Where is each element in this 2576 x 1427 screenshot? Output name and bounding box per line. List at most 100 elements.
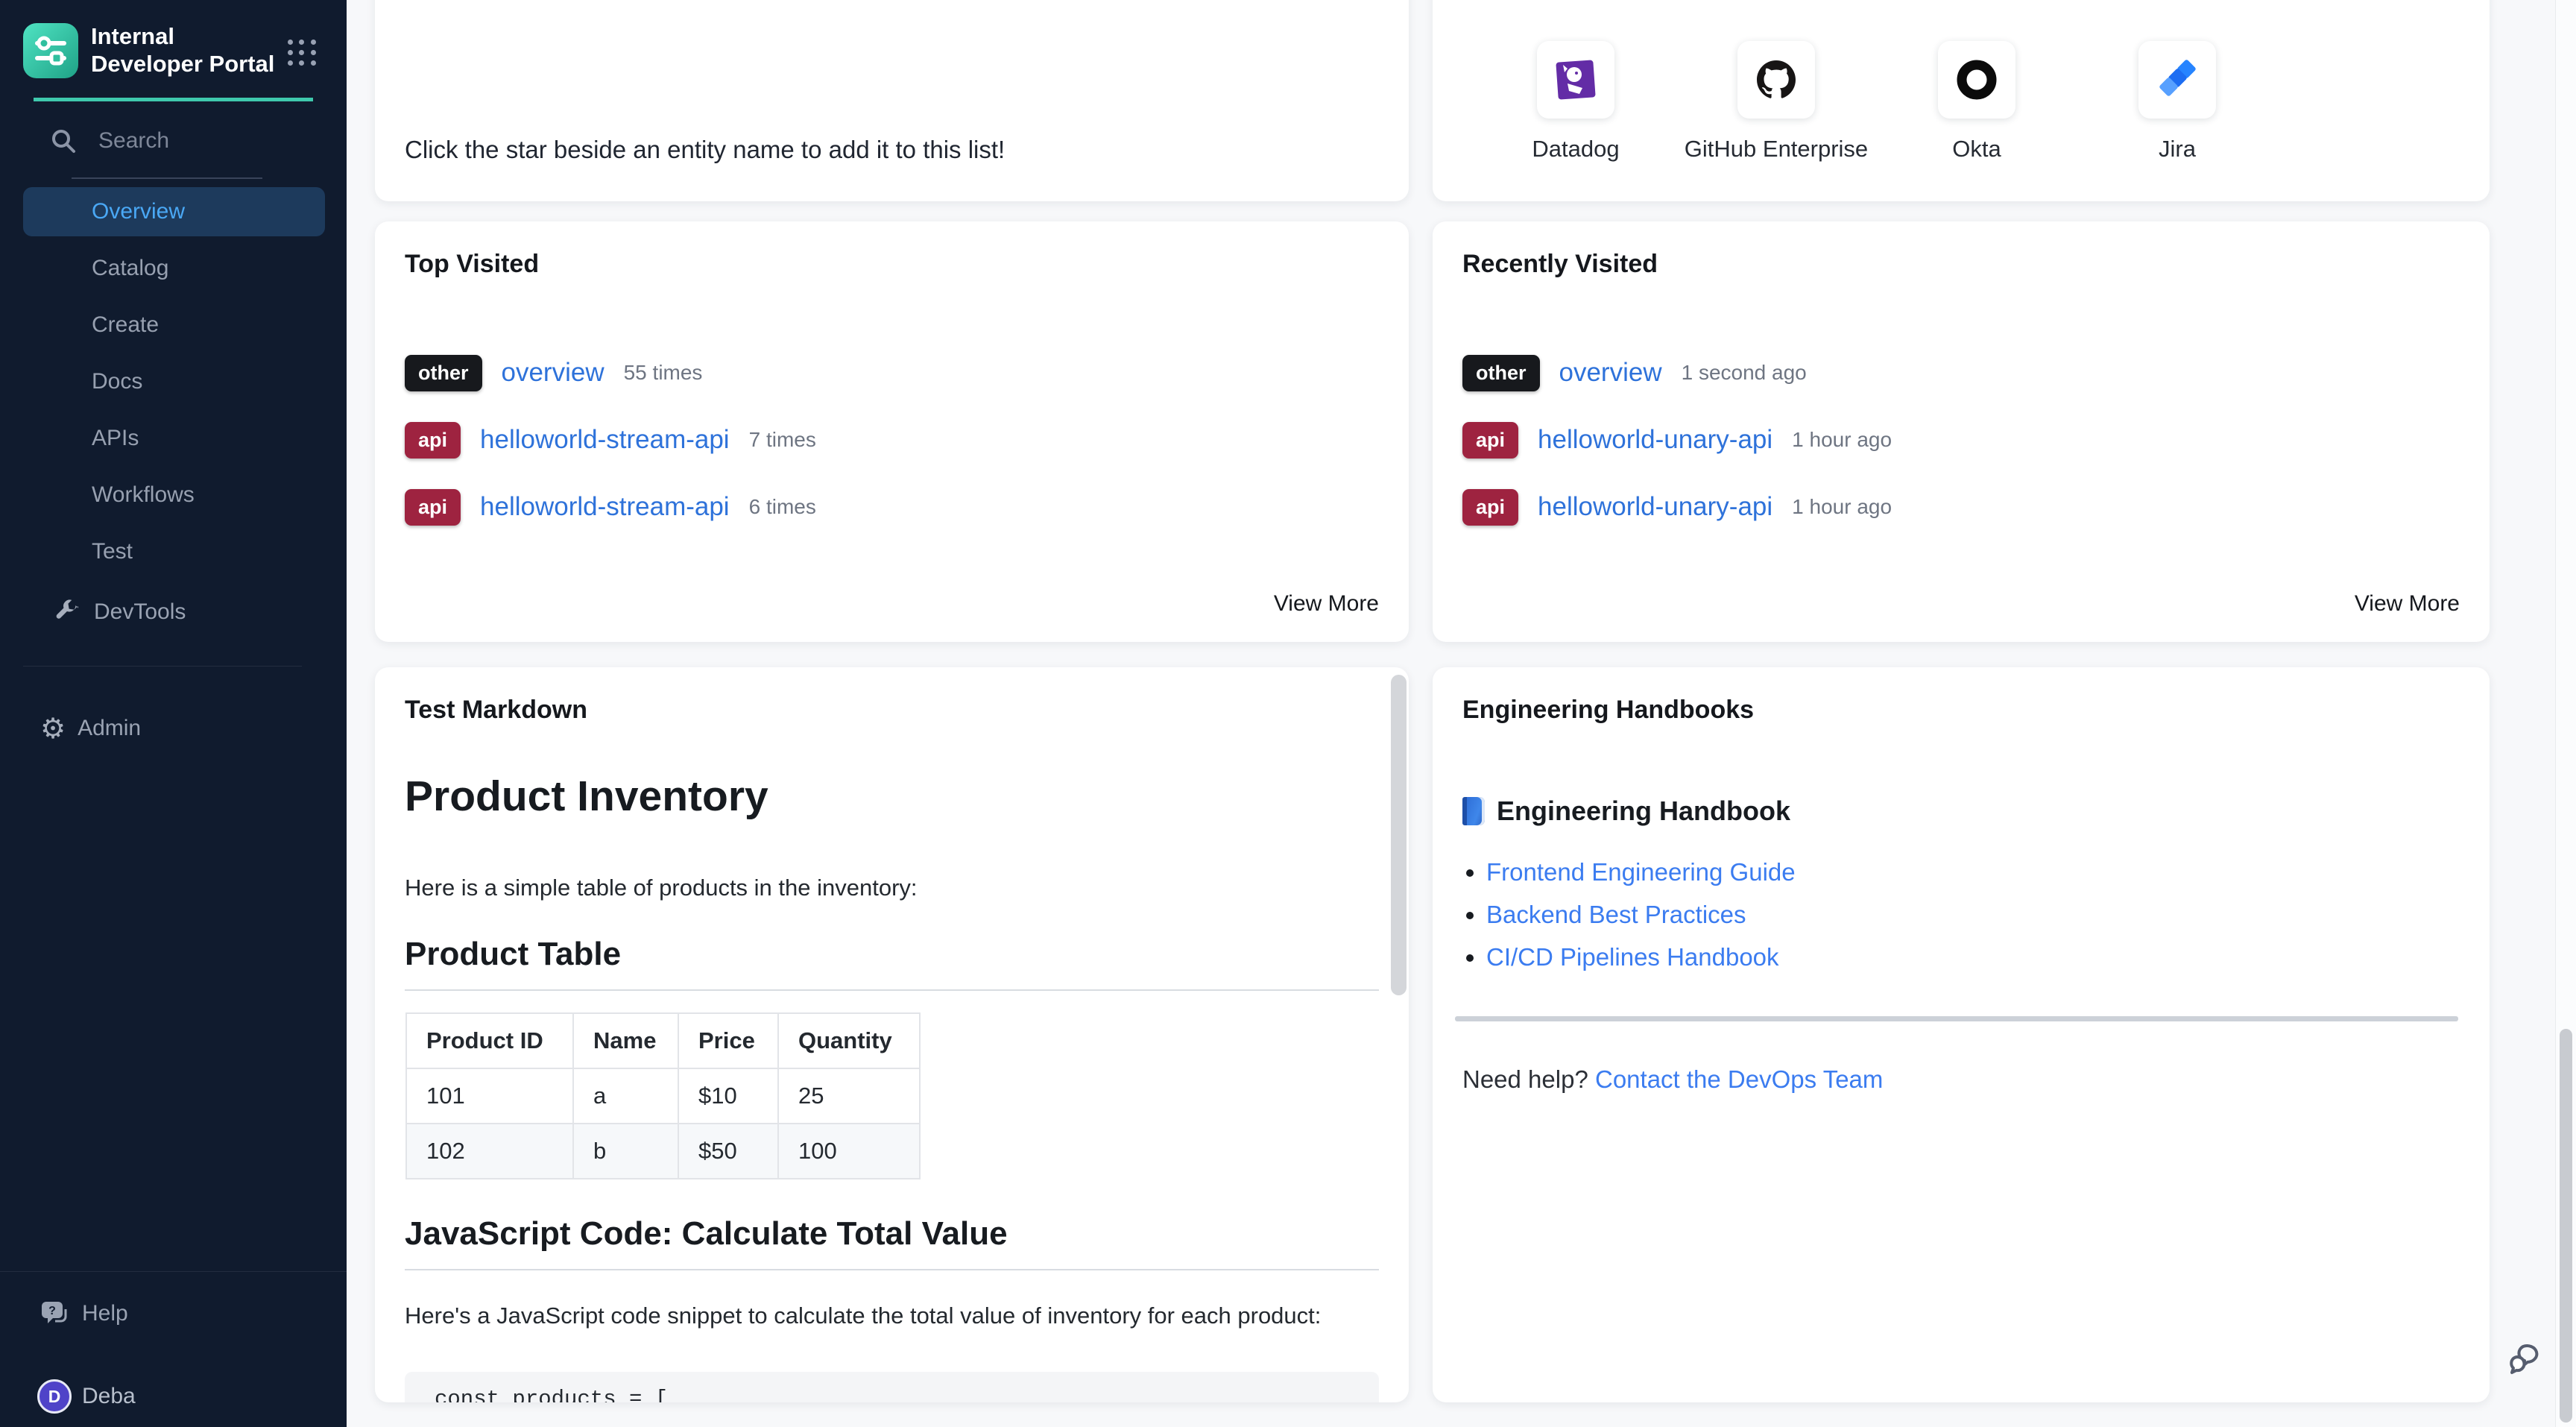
table-cell: 101: [405, 1068, 574, 1124]
list-item: Backend Best Practices: [1486, 902, 1796, 927]
table-header: Price: [678, 1012, 779, 1069]
kind-badge: other: [1462, 354, 1540, 391]
entity-link[interactable]: helloworld-unary-api: [1538, 425, 1773, 454]
handbook-link-list: Frontend Engineering Guide Backend Best …: [1486, 860, 1796, 987]
table-cell: $50: [678, 1123, 779, 1179]
integration-tile-jira[interactable]: [2138, 41, 2216, 119]
entity-link[interactable]: helloworld-unary-api: [1538, 492, 1773, 521]
entity-link[interactable]: overview: [501, 358, 604, 387]
code-snippet: const products = [: [435, 1387, 669, 1402]
visit-count: 55 times: [623, 361, 703, 384]
engineering-handbooks-card: Engineering Handbooks Engineering Handbo…: [1433, 667, 2490, 1402]
recently-visited-card: Recently Visited other overview 1 second…: [1433, 221, 2490, 642]
sidebar-item-label: Help: [82, 1301, 128, 1326]
sidebar-item-apis[interactable]: APIs: [92, 426, 139, 450]
handbook-link-backend[interactable]: Backend Best Practices: [1486, 901, 1746, 928]
markdown-paragraph: Here's a JavaScript code snippet to calc…: [405, 1302, 1322, 1329]
sidebar-item-catalog[interactable]: Catalog: [92, 256, 169, 280]
apps-grid-icon[interactable]: [288, 40, 318, 66]
user-name: Deba: [82, 1384, 136, 1408]
sidebar: Internal Developer Portal Search Overvie…: [0, 0, 347, 1427]
sidebar-item-label: Admin: [78, 716, 142, 740]
integration-label: Jira: [2159, 136, 2196, 162]
visit-time: 1 second ago: [1681, 361, 1807, 384]
table-header: Quantity: [777, 1012, 921, 1069]
sidebar-user[interactable]: D Deba: [37, 1372, 136, 1421]
search-input[interactable]: Search: [98, 128, 170, 153]
handbook-section-heading: Engineering Handbook: [1462, 796, 1790, 827]
search-underline: [72, 177, 262, 179]
code-block: const products = [: [405, 1372, 1379, 1402]
card-title: Engineering Handbooks: [1462, 696, 1755, 724]
table-header: Name: [572, 1012, 679, 1069]
sidebar-item-test[interactable]: Test: [92, 539, 133, 564]
integration-tile-github[interactable]: [1737, 41, 1815, 119]
list-item: CI/CD Pipelines Handbook: [1486, 945, 1796, 969]
sidebar-item-workflows[interactable]: Workflows: [92, 482, 195, 507]
visited-row: api helloworld-stream-api 6 times: [405, 488, 1379, 526]
starred-entities-card: Click the star beside an entity name to …: [375, 0, 1409, 201]
product-table: Product ID Name Price Quantity 101 a $10…: [405, 1012, 921, 1179]
integration-label: GitHub Enterprise: [1684, 136, 1869, 162]
avatar: D: [37, 1379, 72, 1414]
markdown-h1: Product Inventory: [405, 772, 768, 820]
visited-row: api helloworld-unary-api 1 hour ago: [1462, 488, 2460, 526]
section-divider: [1455, 1016, 2458, 1021]
handbook-link-cicd[interactable]: CI/CD Pipelines Handbook: [1486, 943, 1779, 971]
handbook-link-frontend[interactable]: Frontend Engineering Guide: [1486, 858, 1796, 886]
table-row: 102 b $50 100: [405, 1123, 921, 1179]
card-title: Top Visited: [405, 250, 540, 278]
blue-book-icon: [1462, 797, 1485, 825]
page-scrollbar: [2555, 0, 2576, 1427]
gear-icon: ⚙: [40, 712, 66, 745]
sidebar-item-devtools[interactable]: DevTools: [54, 588, 186, 637]
entity-link[interactable]: overview: [1559, 358, 1662, 387]
integrations-card: Datadog GitHub Enterprise Okta Jira: [1433, 0, 2490, 201]
integration-label: Okta: [1952, 136, 2001, 162]
contact-devops-link[interactable]: Contact the DevOps Team: [1594, 1065, 1884, 1093]
visited-row: other overview 55 times: [405, 354, 1379, 391]
page-scrollbar-thumb[interactable]: [2560, 1029, 2572, 1423]
table-cell: 100: [777, 1123, 921, 1179]
chat-bubbles-icon[interactable]: [2507, 1341, 2545, 1379]
integration-label: Datadog: [1532, 136, 1620, 162]
integration-tile-okta[interactable]: [1938, 41, 2015, 119]
visit-time: 1 hour ago: [1792, 495, 1892, 518]
app-title: Internal Developer Portal: [91, 23, 275, 77]
github-icon: [1757, 60, 1796, 98]
sidebar-nav: Overview Catalog Create Docs APIs Workfl…: [23, 187, 325, 584]
top-visited-card: Top Visited other overview 55 times api …: [375, 221, 1409, 642]
sidebar-item-label: DevTools: [94, 599, 186, 624]
starred-entities-hint: Click the star beside an entity name to …: [405, 136, 1006, 163]
integration-tile-datadog[interactable]: [1537, 41, 1614, 119]
entity-link[interactable]: helloworld-stream-api: [480, 425, 730, 454]
table-cell: 102: [405, 1123, 574, 1179]
view-more-button[interactable]: View More: [2354, 591, 2460, 616]
visit-count: 7 times: [748, 428, 816, 451]
table-cell: 25: [777, 1068, 921, 1124]
help-prefix: Need help?: [1462, 1065, 1595, 1093]
sidebar-item-admin[interactable]: ⚙ Admin: [40, 704, 141, 753]
visit-count: 6 times: [748, 495, 816, 518]
sliders-logo-icon: [35, 36, 66, 66]
help-line: Need help? Contact the DevOps Team: [1462, 1065, 1883, 1094]
sidebar-item-help[interactable]: ? Help: [40, 1289, 128, 1338]
table-cell: b: [572, 1123, 679, 1179]
markdown-h2-product-table: Product Table: [405, 936, 1379, 991]
view-more-button[interactable]: View More: [1273, 591, 1379, 616]
sidebar-item-create[interactable]: Create: [92, 312, 160, 337]
entity-link[interactable]: helloworld-stream-api: [480, 492, 730, 521]
table-cell: a: [572, 1068, 679, 1124]
jira-icon: [2159, 60, 2196, 96]
kind-badge: api: [405, 421, 461, 459]
okta-icon: [1957, 60, 1997, 100]
visited-row: other overview 1 second ago: [1462, 354, 2460, 391]
wrench-icon: [56, 599, 79, 619]
search-icon: [52, 130, 75, 153]
card-scrollbar-thumb[interactable]: [1391, 675, 1407, 995]
sidebar-search[interactable]: Search: [51, 128, 169, 154]
sidebar-item-docs[interactable]: Docs: [92, 369, 143, 394]
list-item: Frontend Engineering Guide: [1486, 860, 1796, 884]
sidebar-item-overview[interactable]: Overview: [23, 187, 325, 236]
kind-badge: other: [405, 354, 482, 391]
